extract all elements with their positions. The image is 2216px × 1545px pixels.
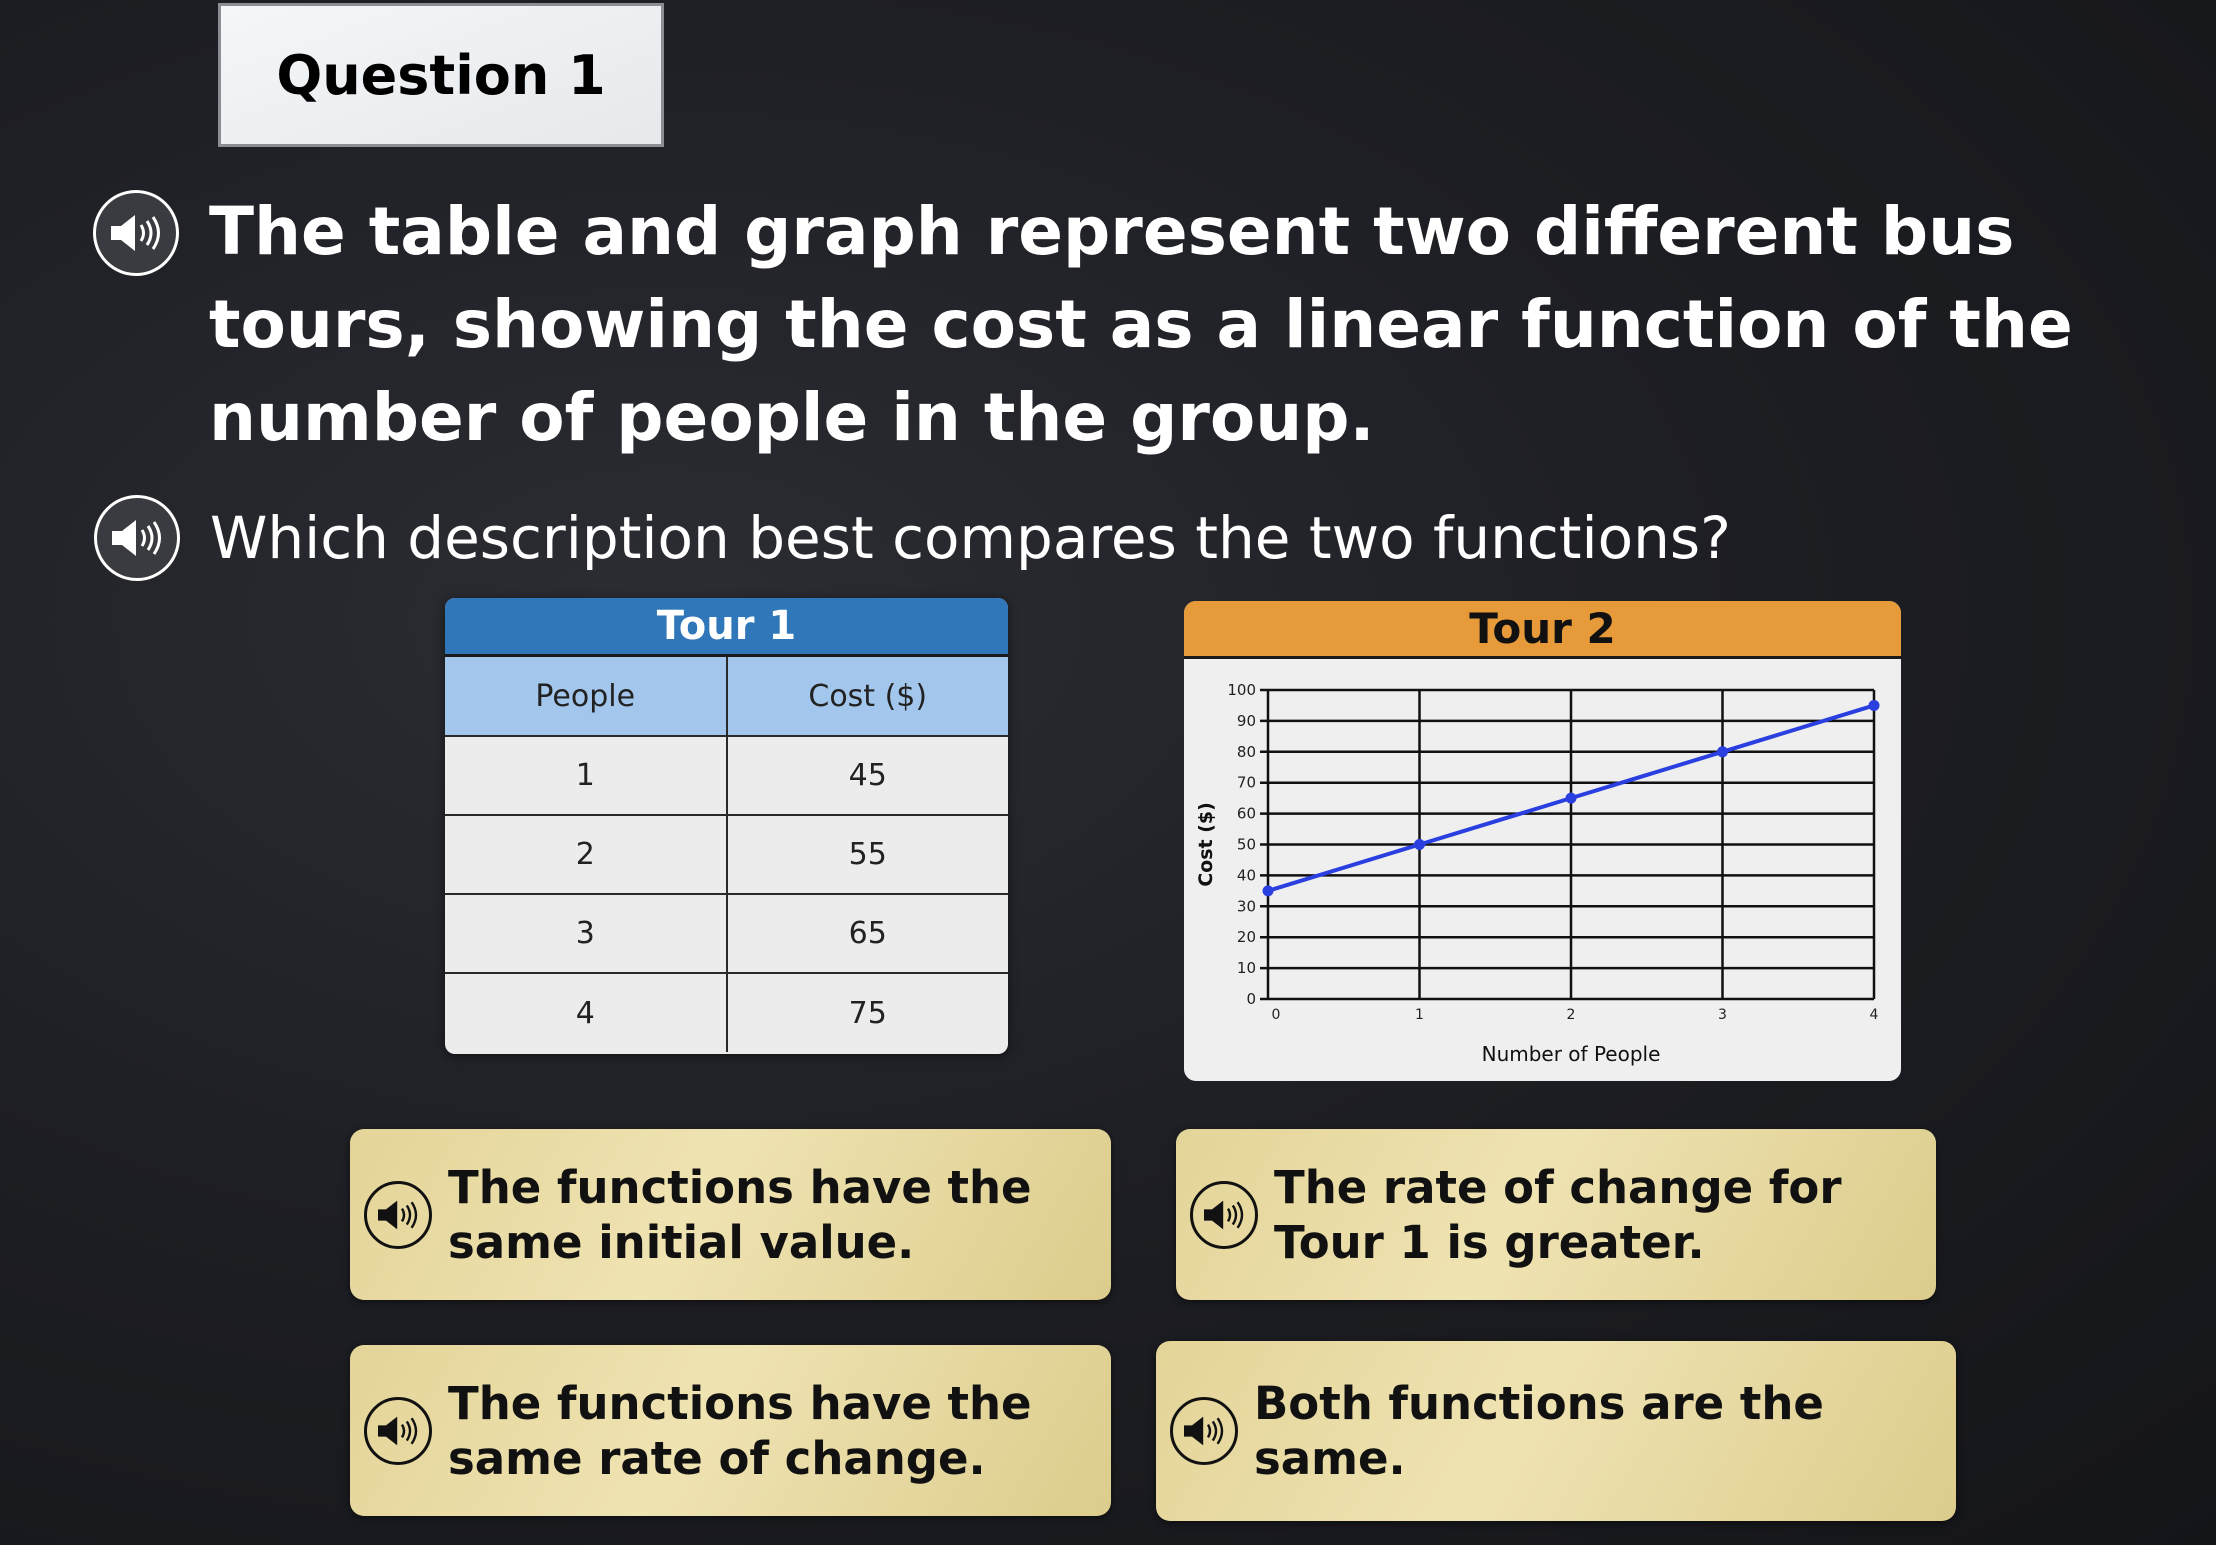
table-title: Tour 1 [445, 598, 1008, 657]
y-tick-label: 60 [1237, 805, 1256, 823]
table-row: 1 45 [445, 736, 1008, 816]
x-tick-label: 2 [1567, 1007, 1576, 1023]
y-axis-label: Cost ($) [1195, 802, 1217, 887]
y-tick-label: 100 [1227, 681, 1256, 699]
data-point [1262, 885, 1274, 897]
y-tick-label: 90 [1237, 712, 1256, 730]
speaker-icon[interactable] [364, 1180, 432, 1249]
data-point [1565, 792, 1577, 804]
answer-option-a[interactable]: The functions have the same initial valu… [350, 1129, 1111, 1300]
question-prompt: The table and graph represent two differ… [209, 193, 2073, 456]
answer-text: The functions have the same initial valu… [448, 1160, 1032, 1269]
data-point [1717, 746, 1728, 758]
chart-title: Tour 2 [1184, 601, 1901, 659]
y-tick-label: 0 [1246, 990, 1256, 1008]
cell: 2 [445, 815, 728, 895]
tour2-chart: Tour 2 0 10 20 30 40 50 60 70 80 90 100 0 1 2 3 4 Number… [1184, 601, 1901, 1081]
data-point [1868, 699, 1880, 711]
answer-text: The rate of change for Tour 1 is greater… [1274, 1160, 1842, 1269]
line-chart: 0 10 20 30 40 50 60 70 80 90 100 0 1 2 3 4 Number of Peo… [1195, 681, 1880, 1066]
speaker-icon[interactable] [94, 495, 180, 581]
cell: 55 [726, 815, 1008, 895]
x-tick-label: 1 [1415, 1007, 1424, 1023]
y-tick-label: 80 [1237, 743, 1256, 761]
answer-option-d[interactable]: Both functions are the same. [1156, 1341, 1956, 1521]
table-header-row: People Cost ($) [445, 657, 1008, 737]
cell: 65 [726, 894, 1008, 974]
y-tick-label: 10 [1237, 959, 1256, 977]
y-tick-label: 50 [1237, 836, 1256, 854]
table-row: 2 55 [445, 815, 1008, 895]
speaker-icon[interactable] [93, 190, 179, 276]
header-cost: Cost ($) [726, 657, 1008, 737]
y-tick-label: 40 [1237, 866, 1256, 884]
cell: 45 [726, 736, 1008, 816]
x-tick-label: 0 [1272, 1007, 1281, 1023]
question-subprompt: Which description best compares the two … [210, 504, 1731, 572]
answer-option-c[interactable]: The functions have the same rate of chan… [350, 1345, 1111, 1516]
table-row: 4 75 [445, 973, 1008, 1052]
cell: 1 [445, 736, 728, 816]
answer-option-b[interactable]: The rate of change for Tour 1 is greater… [1176, 1129, 1936, 1300]
header-people: People [445, 657, 728, 737]
answer-text: The functions have the same rate of chan… [448, 1376, 1032, 1485]
table-row: 3 65 [445, 894, 1008, 974]
speaker-icon[interactable] [1170, 1397, 1238, 1465]
speaker-icon[interactable] [364, 1396, 432, 1465]
cell: 3 [445, 894, 728, 974]
y-tick-label: 70 [1237, 774, 1256, 792]
data-point [1414, 839, 1425, 850]
tour1-table: Tour 1 People Cost ($) 1 45 2 55 3 65 4 75 [445, 598, 1008, 1054]
answer-text: Both functions are the same. [1254, 1377, 1824, 1485]
speaker-icon[interactable] [1190, 1180, 1258, 1249]
y-tick-label: 20 [1237, 928, 1256, 946]
x-tick-label: 3 [1718, 1007, 1727, 1023]
x-axis-label: Number of People [1482, 1042, 1661, 1066]
cell: 75 [848, 995, 887, 1031]
cell: 4 [445, 973, 728, 1052]
question-label: Question 1 [218, 3, 664, 147]
y-tick-label: 30 [1237, 897, 1256, 915]
x-tick-label: 4 [1870, 1007, 1879, 1023]
